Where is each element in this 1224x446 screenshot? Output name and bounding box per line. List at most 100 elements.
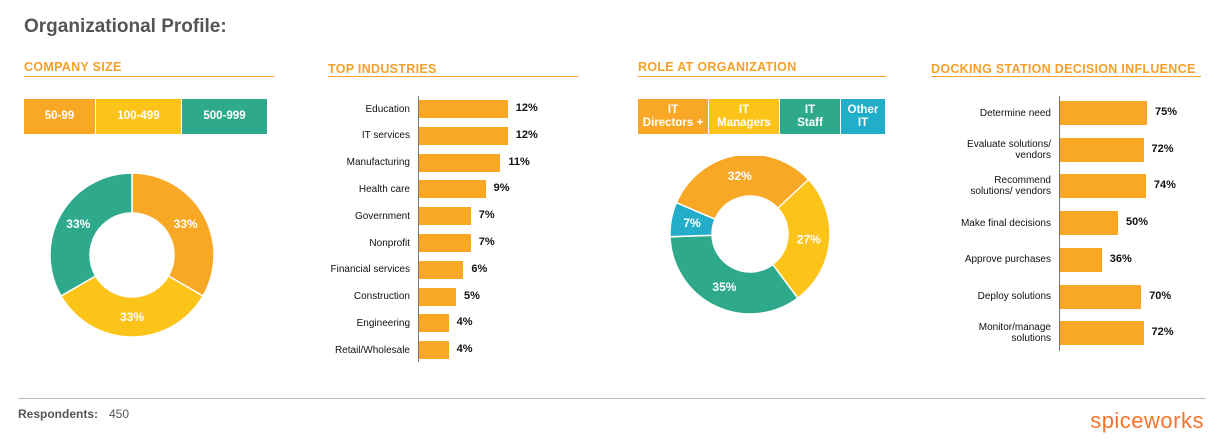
section-title-company-size: COMPANY SIZE — [24, 60, 122, 74]
slice-label-500-999: 33% — [66, 217, 90, 231]
bar-nonprofit — [419, 234, 471, 252]
bar-category-label-line: IT services — [361, 130, 410, 142]
respondents-label: Respondents: — [18, 407, 99, 421]
bar-value-label: 4% — [456, 343, 473, 356]
bar-value-label: 72% — [1151, 326, 1174, 339]
bar-category-label-line: solutions/ vendors — [970, 186, 1051, 198]
slice-it-managers — [771, 178, 831, 300]
slice-label-100-499: 33% — [120, 310, 144, 324]
legend-item-500-999: 500-999 — [182, 99, 267, 134]
slice-it-directors — [675, 156, 810, 221]
bar-category-label: Engineering — [357, 318, 410, 329]
bar-approve-purchases — [1060, 247, 1102, 272]
bar-category-label: Manufacturing — [347, 157, 410, 168]
respondents-value: 450 — [109, 407, 130, 421]
bar-it-services — [419, 126, 508, 145]
bar-value-label: 12% — [515, 102, 538, 114]
legend-item-it-directors: IT Directors + — [638, 99, 708, 134]
bar-category-label-line: Manufacturing — [346, 157, 410, 169]
bar-value-label: 75% — [1155, 106, 1178, 118]
section-title-role: ROLE AT ORGANIZATION — [638, 60, 797, 74]
bar-engineering — [419, 314, 449, 333]
bar-category-label-line: Evaluate solutions/ — [967, 138, 1051, 150]
bar-recommend-solutions-vendors — [1060, 174, 1146, 199]
bar-value-label: 7% — [478, 209, 495, 222]
bar-determine-need — [1060, 101, 1147, 125]
slice-label-50-99: 33% — [174, 217, 198, 231]
legend-item-50-99: 50-99 — [24, 99, 95, 134]
bar-financial-services — [419, 260, 464, 279]
bar-category-label-line: Education — [365, 103, 410, 115]
company-size-legend: 50-99 100-499 500-999 — [24, 99, 268, 134]
decision-influence-bar-chart: Determine need 75% Evaluate solutions/vend… — [930, 96, 1206, 356]
spiceworks-logo: spiceworks — [1090, 408, 1204, 433]
slice-other-it — [669, 201, 717, 238]
legend-item-text: IT — [667, 103, 679, 116]
bar-category-label: Government — [355, 211, 410, 222]
bar-category-label-line: Government — [354, 210, 410, 222]
bar-value-label: 50% — [1126, 216, 1149, 229]
bar-value-label: 7% — [478, 236, 495, 248]
bar-category-label: Nonprofit — [369, 238, 410, 249]
bar-category-label-line: Make final decisions — [960, 217, 1051, 229]
bar-value-label: 74% — [1153, 179, 1176, 192]
bar-category-label-line: Monitor/manage — [978, 322, 1051, 334]
bar-value-label: 12% — [515, 128, 538, 141]
bar-value-label: 72% — [1151, 142, 1174, 155]
bar-make-final-decisions — [1060, 211, 1118, 236]
bar-category-label-line: Engineering — [356, 317, 410, 329]
bar-government — [419, 207, 471, 226]
bar-education — [419, 100, 508, 118]
bar-retail-wholesale — [419, 341, 449, 360]
slice-it-staff — [669, 234, 799, 315]
slice-500-999 — [49, 172, 133, 298]
bar-value-label: 36% — [1109, 252, 1132, 265]
page-title: Organizational Profile: — [24, 16, 227, 37]
bar-category-label: Education — [366, 104, 410, 115]
bar-axis — [418, 96, 419, 362]
bar-axis — [1059, 96, 1060, 351]
bar-category-label-line: Approve purchases — [964, 254, 1051, 266]
legend-item-it-staff: IT Staff — [780, 99, 840, 134]
legend-item-text: IT — [738, 103, 750, 116]
bar-category-label: Construction — [354, 291, 410, 302]
bar-category-label-line: Deploy solutions — [977, 291, 1051, 302]
slice-label-it-managers: 27% — [797, 232, 821, 246]
bar-health-care — [419, 180, 486, 199]
legend-item-text: Staff — [797, 116, 823, 129]
bar-manufacturing — [419, 153, 501, 172]
bar-category-label-line: Financial services — [330, 264, 410, 276]
legend-item-text: IT — [804, 103, 816, 116]
role-donut-chart: 32% 27% 35% 7% — [669, 156, 831, 315]
section-rule — [24, 76, 274, 77]
legend-item-text: Managers — [717, 116, 771, 129]
bar-value-label: 5% — [464, 289, 480, 302]
bar-category-label: Recommend solutions/ vendors — [970, 175, 1051, 197]
slice-label-it-directors: 32% — [728, 169, 752, 183]
bar-value-label: 6% — [471, 262, 488, 275]
section-rule — [931, 76, 1201, 77]
legend-item-100-499: 100-499 — [96, 99, 181, 134]
top-industries-bar-chart: Education 12% IT services 12% Manufacturing 1… — [300, 96, 570, 366]
section-rule — [638, 76, 886, 77]
bar-category-label: Determine need — [980, 108, 1051, 119]
legend-item-it-managers: IT Managers — [709, 99, 779, 134]
bar-value-label: 9% — [493, 182, 510, 195]
bar-category-label: Retail/Wholesale — [335, 345, 410, 356]
bar-monitor-manage-solutions — [1060, 321, 1144, 346]
bar-category-label-line: Construction — [353, 291, 410, 303]
bar-category-label: Monitor/manage solutions — [979, 322, 1051, 344]
section-rule — [328, 76, 578, 77]
section-title-decision-influence: DOCKING STATION DECISION INFLUENCE — [931, 62, 1196, 76]
legend-item-text: Directors + — [642, 116, 704, 129]
slice-label-other-it: 7% — [683, 216, 701, 230]
bar-category-label: Make final decisions — [961, 218, 1051, 229]
role-legend: IT Directors + IT Managers IT Staff Other IT — [638, 99, 886, 134]
bar-value-label: 11% — [508, 155, 530, 168]
bar-value-label: 4% — [456, 316, 473, 329]
slice-100-499 — [59, 274, 205, 338]
slice-50-99 — [131, 172, 215, 298]
bar-category-label-line: solutions — [1011, 333, 1051, 345]
bar-deploy-solutions — [1060, 284, 1142, 309]
legend-item-text: IT — [857, 116, 869, 129]
